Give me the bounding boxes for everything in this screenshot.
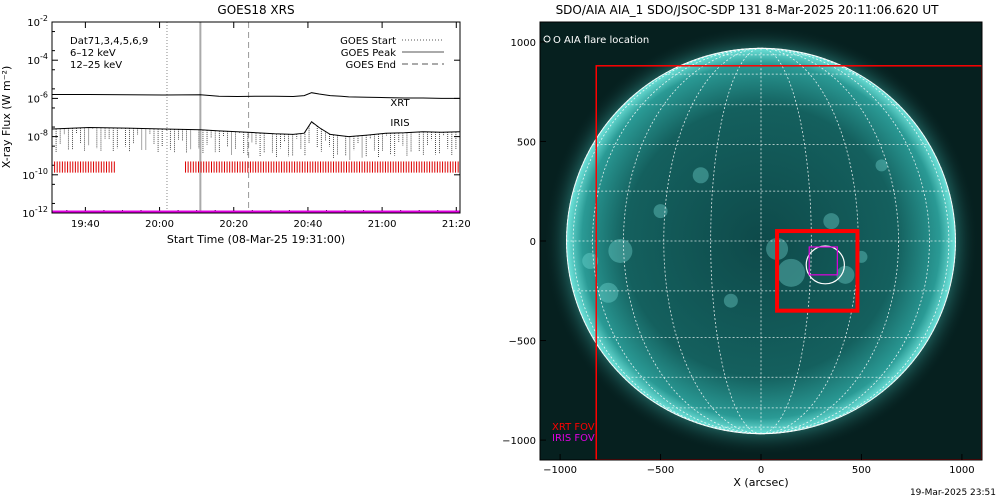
active-region-glow	[777, 258, 806, 287]
active-region-glow	[653, 204, 668, 219]
goes-ylabel: X-ray Flux (W m⁻²)	[0, 66, 13, 168]
goes-iris-annotation: IRIS	[390, 118, 409, 129]
active-region-glow	[823, 213, 840, 230]
goes-xtick-label: 20:00	[145, 219, 174, 230]
active-region-glow	[875, 159, 888, 172]
xrt-fov-large-box	[595, 65, 982, 460]
goes-plot-frame	[51, 21, 461, 214]
aia-image-chart: SDO/AIA AIA_1 SDO/JSOC-SDP 131 8-Mar-202…	[502, 3, 983, 489]
aia-flare-legend: O AIA flare location	[553, 35, 649, 46]
goes-ytick-label: 10-12	[22, 205, 48, 220]
iris-fov-label: IRIS FOV	[552, 433, 595, 444]
active-region-glow	[582, 252, 599, 269]
flare-legend-glyph	[543, 35, 551, 43]
goes-series-line	[51, 120, 461, 138]
aia-ytick-label: 1000	[511, 38, 536, 49]
xrt-fov-label: XRT FOV	[552, 422, 595, 433]
goes-legend-left-item: Dat71,3,4,5,6,9	[70, 36, 148, 47]
aia-xtick-label: 0	[758, 465, 764, 476]
goes-legend-right-item: GOES Peak	[341, 48, 396, 59]
goes-series-line	[52, 92, 460, 99]
active-region-glow	[723, 293, 738, 308]
aia-xtick-label: −500	[647, 465, 674, 476]
aia-ytick-label: 0	[530, 237, 536, 248]
goes-title: GOES18 XRS	[217, 3, 294, 17]
aia-ytick-label: −500	[509, 337, 536, 348]
goes-xtick-label: 21:00	[368, 219, 397, 230]
aia-image-panel: SDO/AIA AIA_1 SDO/JSOC-SDP 131 8-Mar-202…	[495, 0, 1000, 492]
active-region-glow	[692, 167, 709, 184]
goes-ytick-label: 10-10	[22, 167, 48, 182]
active-region-glow	[608, 238, 633, 263]
goes-legend-left-item: 6–12 keV	[70, 48, 116, 59]
goes-xrs-panel: GOES18 XRS Start Time (08-Mar-25 19:31:0…	[0, 0, 470, 250]
goes-legend-left-item: 12–25 keV	[70, 60, 122, 71]
xrt-fov-small-box	[775, 229, 860, 313]
flare-location-circle	[805, 245, 845, 285]
aia-title: SDO/AIA AIA_1 SDO/JSOC-SDP 131 8-Mar-202…	[556, 3, 940, 17]
active-region-glow	[836, 265, 855, 284]
goes-xtick-label: 19:40	[71, 219, 100, 230]
longitude-line	[592, 47, 930, 435]
goes-ytick-label: 10-2	[27, 14, 48, 29]
goes-xtick-label: 20:20	[219, 219, 248, 230]
aia-ytick-label: 500	[517, 137, 536, 148]
aia-xtick-label: −1000	[543, 465, 577, 476]
aia-xlabel: X (arcsec)	[733, 476, 788, 489]
goes-ytick-label: 10-4	[27, 52, 48, 67]
goes-xrt-annotation: XRT	[390, 98, 410, 109]
solar-limb	[566, 47, 956, 435]
goes-ytick-label: 10-6	[27, 90, 48, 105]
goes-ytick-label: 10-8	[27, 129, 48, 144]
goes-xtick-label: 21:20	[442, 219, 470, 230]
footer-timestamp: 19-Mar-2025 23:51	[909, 488, 996, 498]
aia-ytick-label: −1000	[502, 436, 536, 447]
active-region-glow	[598, 282, 619, 303]
aia-xtick-label: 1000	[949, 465, 974, 476]
longitude-line	[710, 47, 812, 435]
goes-xrs-chart: GOES18 XRS Start Time (08-Mar-25 19:31:0…	[0, 3, 470, 246]
iris-fov-box	[808, 246, 838, 276]
aia-xtick-label: 500	[852, 465, 871, 476]
goes-legend-right-item: GOES End	[346, 60, 396, 71]
goes-legend-right-item: GOES Start	[340, 36, 396, 47]
goes-xlabel: Start Time (08-Mar-25 19:31:00)	[167, 233, 345, 246]
goes-xtick-label: 20:40	[294, 219, 323, 230]
